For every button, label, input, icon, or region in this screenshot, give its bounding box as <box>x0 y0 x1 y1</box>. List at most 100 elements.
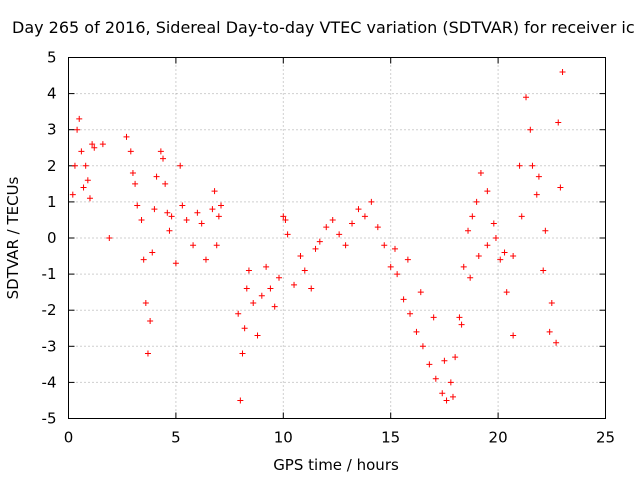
data-point <box>134 202 141 209</box>
data-point <box>213 242 220 249</box>
data-point <box>276 274 283 281</box>
data-point <box>492 235 499 241</box>
data-point <box>166 227 173 234</box>
data-point <box>323 224 330 231</box>
data-point <box>140 256 147 263</box>
data-point <box>71 162 78 169</box>
data-point <box>129 170 136 177</box>
y-tick-labels: -5 -4 -3 -2 -1 0 1 2 3 4 5 <box>42 49 57 428</box>
data-point <box>501 249 508 256</box>
data-point <box>263 263 270 270</box>
data-point <box>527 126 534 133</box>
data-point <box>172 260 179 267</box>
data-point <box>419 343 426 350</box>
data-point <box>417 289 424 296</box>
data-point <box>80 184 87 191</box>
data-point <box>312 245 319 252</box>
data-point <box>149 249 156 256</box>
chart-title: Day 265 of 2016, Sidereal Day-to-day VTE… <box>12 18 635 37</box>
y-tick-label: 4 <box>47 85 57 103</box>
grid-lines <box>68 57 606 419</box>
y-tick-label: -4 <box>42 373 57 391</box>
data-point <box>529 162 536 169</box>
data-point <box>91 144 98 151</box>
data-point <box>179 202 186 209</box>
data-point <box>533 191 540 198</box>
data-point <box>160 155 167 162</box>
data-point <box>368 198 375 205</box>
y-tick-label: -3 <box>42 337 57 355</box>
data-point <box>430 314 437 321</box>
data-point <box>291 281 298 288</box>
data-point <box>426 361 433 368</box>
data-point <box>510 332 517 339</box>
data-point <box>284 231 291 238</box>
data-point <box>497 256 504 263</box>
x-tick-label: 5 <box>171 429 181 447</box>
data-point <box>329 216 336 223</box>
data-point <box>280 213 287 220</box>
data-point <box>473 198 480 205</box>
data-point <box>559 68 566 75</box>
data-point <box>432 375 439 382</box>
y-tick-label: -5 <box>42 410 57 428</box>
data-point <box>553 339 560 346</box>
data-point <box>469 213 476 220</box>
data-point <box>127 148 134 155</box>
data-point <box>503 289 510 296</box>
y-tick-label: 3 <box>47 121 57 139</box>
data-point <box>394 271 401 278</box>
data-point <box>74 126 81 133</box>
data-point <box>211 188 218 195</box>
data-point <box>177 162 184 169</box>
data-point <box>458 321 465 328</box>
data-point <box>138 216 145 223</box>
data-point <box>374 224 381 231</box>
data-point <box>540 267 547 274</box>
data-point <box>465 227 472 234</box>
x-tick-label: 0 <box>64 429 74 447</box>
data-point <box>381 242 388 249</box>
data-point <box>456 314 463 321</box>
data-point <box>164 209 171 216</box>
x-tick-labels: 0 5 10 15 20 25 <box>64 429 615 447</box>
y-tick-label: 1 <box>47 193 57 211</box>
data-point <box>82 162 89 169</box>
data-point <box>194 209 201 216</box>
data-point <box>460 263 467 270</box>
data-point <box>86 195 93 202</box>
data-point <box>84 177 91 184</box>
data-point <box>387 263 394 270</box>
plot-frame <box>68 57 606 419</box>
data-point <box>490 220 497 227</box>
data-point <box>282 216 289 223</box>
data-point <box>542 227 549 234</box>
data-point <box>218 202 225 209</box>
data-point <box>99 141 106 148</box>
data-point <box>518 213 525 220</box>
data-point <box>510 253 517 260</box>
data-point <box>342 242 349 249</box>
data-point <box>400 296 407 303</box>
data-point <box>452 354 459 361</box>
data-point <box>198 220 205 227</box>
x-tick-label: 20 <box>489 429 508 447</box>
data-point <box>447 379 454 386</box>
x-tick-label: 25 <box>596 429 615 447</box>
data-point <box>449 393 456 400</box>
data-point <box>162 180 169 187</box>
data-point <box>361 213 368 220</box>
y-tick-label: 2 <box>47 157 57 175</box>
data-point <box>535 173 542 180</box>
data-point <box>132 180 139 187</box>
y-tick-label: 0 <box>47 229 57 247</box>
data-point <box>69 191 76 198</box>
data-point <box>215 213 222 220</box>
data-point <box>355 206 362 213</box>
data-point <box>258 292 265 299</box>
data-point <box>301 267 308 274</box>
data-point <box>548 299 555 306</box>
data-point <box>106 235 113 241</box>
data-point <box>254 332 261 339</box>
data-point <box>413 328 420 335</box>
